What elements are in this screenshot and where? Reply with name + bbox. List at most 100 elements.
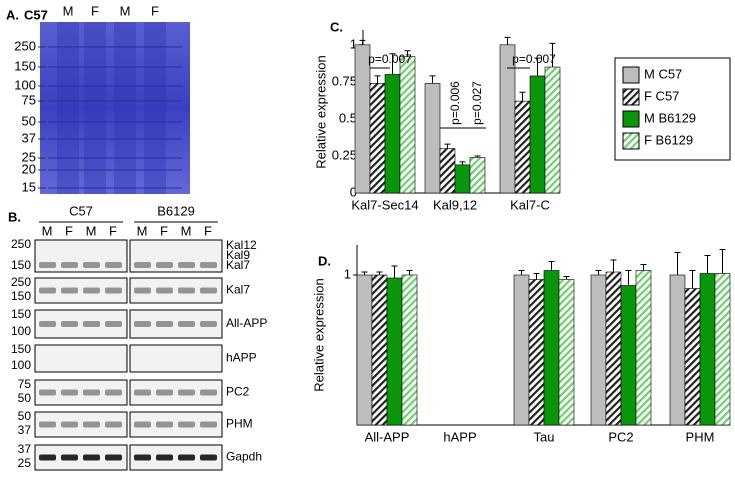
- lane-label: M: [42, 223, 53, 238]
- y-tick-label: 0.75: [332, 73, 357, 88]
- bar: [590, 274, 607, 426]
- band: [105, 421, 122, 428]
- band: [61, 454, 78, 461]
- band: [134, 287, 151, 294]
- error-bar: [719, 249, 726, 274]
- bar: [684, 288, 701, 426]
- bar: [669, 274, 686, 426]
- lane-label: M: [86, 223, 97, 238]
- band: [156, 321, 173, 327]
- band: [105, 454, 122, 461]
- error-bar: [534, 57, 541, 76]
- y-tick-label: 1: [344, 266, 351, 281]
- lane: [84, 22, 106, 194]
- lane-label: F: [204, 223, 212, 238]
- error-bar: [533, 273, 540, 280]
- strain-label: C57: [24, 7, 48, 22]
- band: [105, 287, 122, 294]
- band: [39, 287, 56, 294]
- band: [200, 454, 217, 461]
- band: [156, 287, 173, 294]
- marker-label sm: 25: [18, 456, 32, 470]
- bar: [424, 83, 441, 194]
- x-tick-label: Tau: [534, 429, 555, 444]
- bar: [699, 273, 716, 426]
- band-label: Kal7: [226, 283, 250, 297]
- bar: [454, 164, 471, 194]
- error-bar: [704, 255, 711, 274]
- x-tick-label: Kal7-C: [510, 197, 550, 212]
- band-label: All-APP: [226, 316, 267, 330]
- band: [105, 389, 122, 396]
- lane-label: M: [120, 3, 131, 18]
- y-tick-label: 1: [350, 36, 357, 51]
- band: [134, 454, 151, 461]
- marker-label sm: 150: [11, 258, 31, 272]
- bar: [369, 83, 386, 194]
- band: [134, 321, 151, 327]
- lane-label: F: [109, 223, 117, 238]
- marker-label: 250: [14, 38, 36, 53]
- error-bar: [429, 75, 436, 84]
- bar: [528, 279, 545, 426]
- band: [83, 321, 100, 327]
- marker-label sm: 75: [18, 377, 32, 391]
- lane-label: F: [160, 223, 168, 238]
- band: [200, 321, 217, 327]
- band: [39, 262, 56, 268]
- error-bar: [674, 252, 681, 275]
- x-tick-label: Kal9,12: [433, 197, 477, 212]
- bar: [356, 274, 373, 426]
- bar: [513, 274, 530, 426]
- annotation: p=0.007: [368, 52, 412, 66]
- error-bar: [640, 264, 647, 271]
- bar: [514, 100, 531, 194]
- band: [83, 287, 100, 294]
- band: [134, 389, 151, 396]
- band: [61, 389, 78, 396]
- error-bar: [563, 276, 570, 280]
- band: [61, 321, 78, 327]
- error-bar: [389, 53, 396, 75]
- band: [61, 421, 78, 428]
- legend-swatch: [622, 110, 640, 128]
- band: [39, 421, 56, 428]
- error-bar: [374, 75, 381, 84]
- marker-label: 25: [22, 149, 36, 164]
- y-axis-label: Relative expression: [311, 278, 326, 391]
- group-label: B6129: [157, 203, 195, 218]
- error-bar: [518, 270, 525, 275]
- band: [61, 262, 78, 268]
- band: [200, 421, 217, 428]
- marker-label sm: 50: [18, 409, 32, 423]
- band-label: hAPP: [226, 351, 257, 365]
- error-bar: [404, 50, 411, 57]
- marker-label sm: 150: [11, 342, 31, 356]
- y-tick-label: 0.5: [339, 110, 357, 125]
- marker-label sm: 37: [18, 423, 32, 437]
- error-bar: [406, 270, 413, 275]
- bar: [399, 56, 416, 194]
- legend-label: F B6129: [644, 132, 693, 147]
- band: [83, 262, 100, 268]
- band: [105, 262, 122, 268]
- bar: [714, 273, 731, 426]
- band: [200, 287, 217, 294]
- band-label: Gapdh: [226, 450, 262, 464]
- marker-label: 20: [22, 161, 36, 176]
- band: [61, 287, 78, 294]
- error-bar: [359, 39, 366, 45]
- error-bar: [689, 270, 696, 289]
- marker-label sm: 100: [11, 324, 31, 338]
- band: [156, 262, 173, 268]
- band: [134, 262, 151, 268]
- lane: [114, 22, 136, 194]
- error-bar: [548, 261, 555, 271]
- band: [178, 262, 195, 268]
- error-bar: [625, 270, 632, 286]
- legend-label: F C57: [644, 88, 679, 103]
- bar: [384, 74, 401, 194]
- error-bar: [361, 271, 368, 275]
- gel: [40, 22, 190, 194]
